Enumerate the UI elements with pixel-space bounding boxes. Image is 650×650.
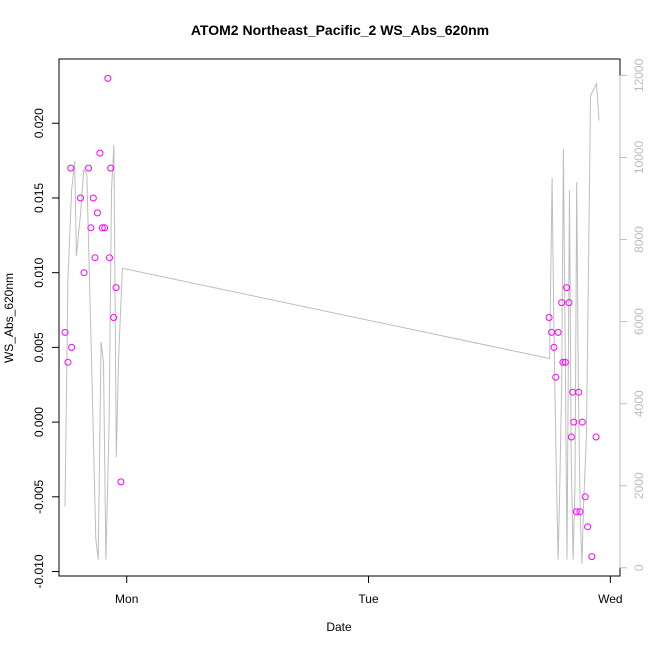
data-point	[68, 343, 76, 351]
data-point	[85, 164, 92, 172]
y-left-tick-label: 0.000	[32, 407, 46, 437]
x-tick-label: Tue	[358, 592, 379, 606]
data-point	[545, 314, 553, 321]
y-left-tick-label: 0.015	[32, 183, 46, 213]
data-point	[117, 478, 125, 486]
y-right-tick-label: 4000	[632, 390, 646, 417]
data-point	[101, 224, 109, 232]
y-axis-label: WS_Abs_620nm	[2, 273, 16, 363]
data-point	[565, 299, 573, 307]
x-tick-label: Mon	[115, 592, 138, 606]
line-series-path	[64, 81, 600, 564]
y-right-tick-label: 2000	[632, 472, 646, 499]
data-point	[77, 194, 84, 202]
data-point	[581, 493, 589, 501]
data-point	[588, 553, 596, 561]
data-point	[578, 418, 586, 426]
x-axis-label: Date	[326, 620, 352, 634]
data-point	[107, 164, 115, 172]
line-series	[64, 81, 600, 564]
y-right-tick-label: 0	[632, 564, 646, 571]
y-left-tick-label: -0.005	[32, 479, 46, 513]
y-right-tick-label: 10000	[632, 140, 646, 174]
data-point	[584, 523, 592, 531]
y-left-tick-label: 0.005	[32, 332, 46, 362]
data-point	[554, 328, 562, 336]
y-left-tick-label: -0.010	[32, 554, 46, 588]
data-point	[112, 284, 120, 292]
data-point	[552, 373, 560, 381]
y-left-tick-label: 0.020	[32, 108, 46, 138]
data-point	[67, 164, 75, 172]
data-point	[559, 358, 567, 366]
data-point	[572, 508, 580, 516]
y-right-tick-label: 8000	[632, 226, 646, 253]
scatter-series	[61, 74, 600, 561]
data-point	[575, 388, 583, 396]
y-axis-left: -0.010 -0.005 0.000 0.005 0.010 0.015 0.020	[32, 108, 60, 589]
data-point	[561, 358, 569, 366]
x-axis: Mon Tue Wed	[115, 575, 623, 606]
data-point	[91, 254, 99, 262]
x-tick-label: Wed	[598, 592, 622, 606]
data-point	[96, 149, 104, 157]
plot-frame	[58, 58, 621, 577]
data-point	[89, 194, 97, 202]
data-point	[106, 254, 113, 262]
data-point	[98, 224, 106, 232]
data-point	[93, 209, 101, 217]
data-point	[110, 314, 118, 321]
y-right-tick-label: 6000	[632, 308, 646, 335]
y-left-tick-label: 0.010	[32, 257, 46, 287]
data-point	[87, 224, 95, 232]
data-point	[563, 284, 571, 292]
data-point	[104, 74, 112, 82]
y-axis-right: 0 2000 4000 6000 8000 10000 12000	[619, 58, 646, 571]
data-point	[61, 328, 69, 336]
data-point	[550, 343, 558, 351]
data-point	[558, 299, 566, 307]
data-point	[567, 433, 575, 441]
data-point	[570, 418, 578, 426]
data-point	[576, 508, 584, 516]
data-point	[592, 433, 600, 441]
data-point	[80, 269, 88, 277]
data-point	[64, 358, 72, 366]
chart-title: ATOM2 Northeast_Pacific_2 WS_Abs_620nm	[191, 22, 489, 38]
y-right-tick-label: 12000	[632, 58, 646, 92]
